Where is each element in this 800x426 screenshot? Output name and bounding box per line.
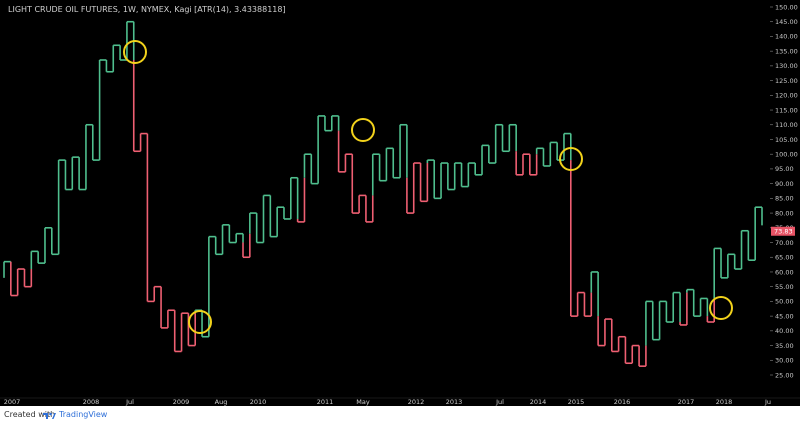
y-tick-label: 110.00 <box>775 121 798 129</box>
y-tick-label: 40.00 <box>775 327 794 335</box>
last-price-label: 73.83 <box>774 228 793 236</box>
footer-bar: Created with TradingView <box>0 406 800 426</box>
x-tick-label: Ju <box>764 398 771 406</box>
highlight-circle <box>123 40 147 64</box>
x-tick-label: Aug <box>215 398 228 406</box>
x-tick-label: 2011 <box>317 398 334 406</box>
x-tick-label: 2017 <box>678 398 695 406</box>
y-tick-label: 25.00 <box>775 371 794 379</box>
created-with-label: Created with <box>4 410 56 419</box>
tradingview-brand[interactable]: TradingView <box>59 410 108 419</box>
x-tick-label: 2010 <box>250 398 267 406</box>
y-tick-label: 70.00 <box>775 239 794 247</box>
x-tick-label: 2014 <box>530 398 547 406</box>
chart-title: LIGHT CRUDE OIL FUTURES, 1W, NYMEX, Kagi… <box>8 5 286 14</box>
x-tick-label: 2007 <box>4 398 21 406</box>
y-tick-label: 60.00 <box>775 268 794 276</box>
x-tick-label: 2015 <box>568 398 585 406</box>
y-tick-label: 35.00 <box>775 342 794 350</box>
y-tick-label: 55.00 <box>775 283 794 291</box>
y-tick-label: 85.00 <box>775 195 794 203</box>
y-tick-label: 30.00 <box>775 357 794 365</box>
y-tick-label: 95.00 <box>775 165 794 173</box>
kagi-series <box>3 20 763 367</box>
y-tick-label: 145.00 <box>775 18 798 26</box>
highlight-circle <box>188 310 212 334</box>
y-tick-label: 135.00 <box>775 47 798 55</box>
y-tick-label: 65.00 <box>775 254 794 262</box>
x-tick-label: 2016 <box>614 398 631 406</box>
y-tick-label: 50.00 <box>775 298 794 306</box>
x-tick-label: 2009 <box>173 398 190 406</box>
y-tick-label: 105.00 <box>775 136 798 144</box>
y-tick-label: 120.00 <box>775 92 798 100</box>
x-tick-label: 2018 <box>716 398 733 406</box>
highlight-circle <box>351 118 375 142</box>
y-tick-label: 80.00 <box>775 209 794 217</box>
x-tick-label: 2008 <box>83 398 100 406</box>
y-tick-label: 140.00 <box>775 33 798 41</box>
x-tick-label: 2012 <box>408 398 425 406</box>
x-tick-label: May <box>356 398 370 406</box>
y-tick-label: 115.00 <box>775 106 798 114</box>
x-tick-label: Jul <box>495 398 504 406</box>
tradingview-logo-icon <box>43 412 56 419</box>
y-tick-label: 150.00 <box>775 3 798 11</box>
x-tick-label: Jul <box>125 398 134 406</box>
y-tick-label: 45.00 <box>775 312 794 320</box>
y-tick-label: 90.00 <box>775 180 794 188</box>
highlight-circle <box>709 296 733 320</box>
last-price-badge <box>771 226 795 236</box>
highlight-circle <box>559 147 583 171</box>
x-tick-label: 2013 <box>446 398 463 406</box>
y-tick-label: 100.00 <box>775 151 798 159</box>
y-tick-label: 125.00 <box>775 77 798 85</box>
y-tick-label: 130.00 <box>775 62 798 70</box>
